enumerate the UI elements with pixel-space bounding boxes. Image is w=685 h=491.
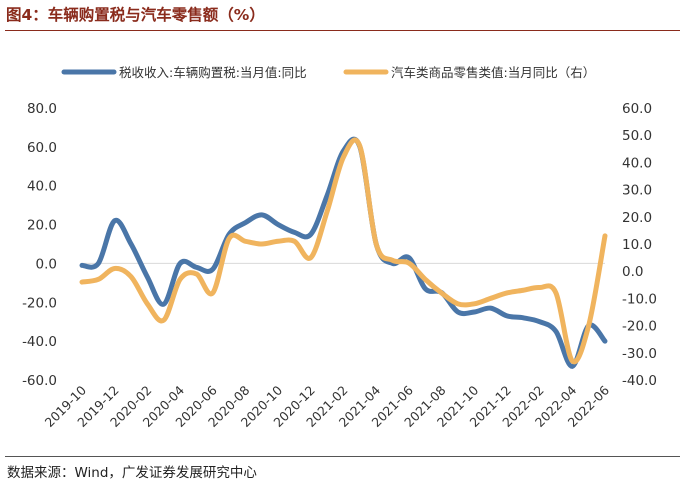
left-y-tick-label: -20.0 — [22, 295, 57, 311]
right-y-tick-label: 10.0 — [622, 237, 652, 253]
left-y-tick-label: 0.0 — [36, 256, 57, 272]
right-y-tick-label: 50.0 — [622, 128, 652, 144]
right-y-tick-label: 30.0 — [622, 183, 652, 199]
series-line-auto-retail-sales — [82, 140, 605, 362]
left-y-tick-label: 80.0 — [27, 101, 57, 117]
left-y-tick-label: -40.0 — [22, 334, 57, 350]
left-y-tick-label: -60.0 — [22, 373, 57, 389]
right-y-tick-label: 20.0 — [622, 210, 652, 226]
source-rule — [5, 456, 680, 457]
right-y-tick-label: -40.0 — [622, 373, 657, 389]
left-y-tick-label: 60.0 — [27, 140, 57, 156]
series-line-vehicle-purchase-tax — [82, 139, 605, 366]
line-chart: 税收收入:车辆购置税:当月值:同比 汽车类商品零售类值:当月同比（右） 80.0… — [0, 0, 685, 491]
right-y-tick-label: 0.0 — [622, 264, 643, 280]
right-y-axis: 60.0 50.0 40.0 30.0 20.0 10.0 0.0 -10.0 -20.0 -30… — [622, 101, 657, 389]
left-y-axis: 80.0 60.0 40.0 20.0 0.0 -20.0 -40.0 -60.0 — [22, 101, 57, 389]
left-y-tick-label: 40.0 — [27, 179, 57, 195]
legend-label-retail: 汽车类商品零售类值:当月同比（右） — [391, 65, 595, 80]
right-y-tick-label: -20.0 — [622, 319, 657, 335]
right-y-tick-label: 60.0 — [622, 101, 652, 117]
legend-label-tax: 税收收入:车辆购置税:当月值:同比 — [119, 65, 307, 80]
left-y-tick-label: 20.0 — [27, 218, 57, 234]
source-note: 数据来源：Wind，广发证券发展研究中心 — [7, 461, 257, 481]
series-layer — [82, 139, 605, 366]
legend: 税收收入:车辆购置税:当月值:同比 汽车类商品零售类值:当月同比（右） — [64, 65, 595, 80]
right-y-tick-label: 40.0 — [622, 155, 652, 171]
x-axis: 2019-102019-122020-022020-042020-062020-… — [42, 382, 613, 430]
right-y-tick-label: -30.0 — [622, 346, 657, 362]
right-y-tick-label: -10.0 — [622, 291, 657, 307]
